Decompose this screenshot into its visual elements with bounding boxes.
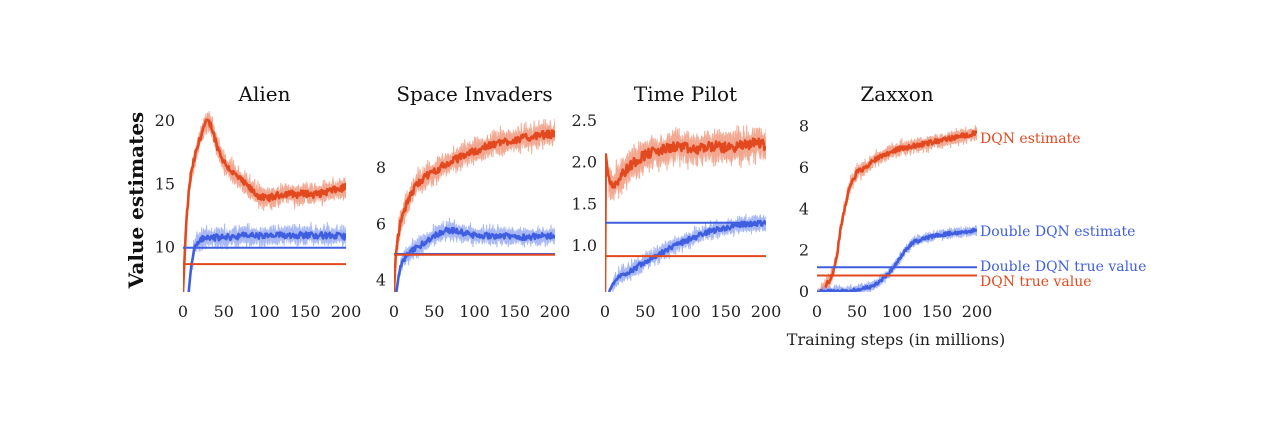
panel-zaxxon-double-estimate-line xyxy=(817,227,977,292)
panel-space-invaders-ytick-4: 4 xyxy=(376,271,386,290)
panel-alien-title: Alien xyxy=(238,82,291,106)
panel-alien-xtick-150: 150 xyxy=(290,302,321,321)
panel-time-pilot-double-estimate-line xyxy=(607,219,766,292)
panel-zaxxon-ytick-4: 4 xyxy=(799,199,809,218)
panel-space-invaders-dqn-estimate-line xyxy=(394,129,555,292)
panel-zaxxon-ytick-0: 0 xyxy=(799,282,809,301)
panel-time-pilot-xtick-0: 0 xyxy=(600,302,610,321)
panel-zaxxon-xtick-0: 0 xyxy=(812,302,822,321)
panel-time-pilot-plot-area xyxy=(605,125,766,292)
panel-space-invaders-double-estimate-raw-trace xyxy=(396,217,555,289)
panel-alien-xtick-50: 50 xyxy=(214,302,234,321)
panel-time-pilot-xtick-50: 50 xyxy=(635,302,655,321)
panel-time-pilot-ytick-2.5: 2.5 xyxy=(572,111,597,130)
panel-zaxxon-xtick-200: 200 xyxy=(962,302,993,321)
panel-zaxxon-dqn-estimate-line xyxy=(817,130,977,292)
panel-zaxxon-ytick-6: 6 xyxy=(799,158,809,177)
y-axis-label: Value estimates xyxy=(124,112,148,290)
panel-time-pilot-ytick-1.0: 1.0 xyxy=(572,236,597,255)
panel-alien-ytick-20: 20 xyxy=(155,111,175,130)
panel-space-invaders-xtick-100: 100 xyxy=(459,302,490,321)
panel-alien-plot-area xyxy=(183,111,346,292)
panel-alien-ytick-15: 15 xyxy=(155,174,175,193)
panel-zaxxon: Zaxxon 0 50 100 150 200 0 2 4 6 8 xyxy=(799,82,992,321)
panel-alien-xtick-0: 0 xyxy=(178,302,188,321)
panel-space-invaders-plot-area xyxy=(394,118,555,292)
annotation-dqn-true-value: DQN true value xyxy=(980,274,1092,290)
panel-space-invaders: Space Invaders 0 50 100 150 200 4 6 8 xyxy=(376,82,570,321)
panel-time-pilot-title: Time Pilot xyxy=(634,82,737,106)
annotation-double-dqn-true-value: Double DQN true value xyxy=(980,259,1146,275)
panel-zaxxon-ytick-8: 8 xyxy=(799,117,809,136)
panel-time-pilot-dqn-estimate-band xyxy=(605,125,766,292)
panel-time-pilot-xtick-150: 150 xyxy=(710,302,741,321)
x-axis-label: Training steps (in millions) xyxy=(787,330,1005,349)
panel-space-invaders-dqn-estimate-raw-trace xyxy=(394,118,555,290)
panel-time-pilot-dqn-estimate-line xyxy=(605,137,766,292)
panel-time-pilot-ytick-2.0: 2.0 xyxy=(572,153,597,172)
panel-space-invaders-xtick-0: 0 xyxy=(389,302,399,321)
panel-time-pilot-ytick-1.5: 1.5 xyxy=(572,194,597,213)
panel-zaxxon-xtick-100: 100 xyxy=(882,302,913,321)
panel-alien-double-estimate-line xyxy=(187,231,346,292)
panel-alien-ytick-10: 10 xyxy=(155,238,175,257)
panel-zaxxon-ytick-2: 2 xyxy=(799,241,809,260)
panel-space-invaders-xtick-200: 200 xyxy=(540,302,571,321)
annotation-double-dqn-estimate: Double DQN estimate xyxy=(980,224,1135,240)
panel-alien-xtick-200: 200 xyxy=(331,302,362,321)
panel-space-invaders-title: Space Invaders xyxy=(396,82,552,106)
series-annotations: DQN estimate Double DQN estimate Double … xyxy=(980,131,1146,290)
panel-alien: Alien 0 50 100 150 200 10 15 20 xyxy=(155,82,362,321)
panel-space-invaders-ytick-6: 6 xyxy=(376,214,386,233)
panel-zaxxon-xtick-150: 150 xyxy=(922,302,953,321)
panel-space-invaders-dqn-estimate-band xyxy=(394,121,555,292)
panel-zaxxon-xtick-50: 50 xyxy=(847,302,867,321)
panel-space-invaders-xtick-150: 150 xyxy=(499,302,530,321)
panel-alien-xtick-100: 100 xyxy=(249,302,280,321)
panel-zaxxon-title: Zaxxon xyxy=(860,82,933,106)
annotation-dqn-estimate: DQN estimate xyxy=(980,131,1081,147)
panel-time-pilot-xtick-200: 200 xyxy=(751,302,782,321)
panel-time-pilot: Time Pilot 0 50 100 150 200 1.0 1.5 2.0 2.5 xyxy=(572,82,782,321)
panel-time-pilot-xtick-100: 100 xyxy=(670,302,701,321)
panel-zaxxon-plot-area xyxy=(817,125,977,292)
panel-space-invaders-ytick-8: 8 xyxy=(376,158,386,177)
panel-space-invaders-double-estimate-line xyxy=(395,226,555,292)
panel-space-invaders-xtick-50: 50 xyxy=(424,302,444,321)
panel-alien-dqn-estimate-line xyxy=(183,118,346,292)
